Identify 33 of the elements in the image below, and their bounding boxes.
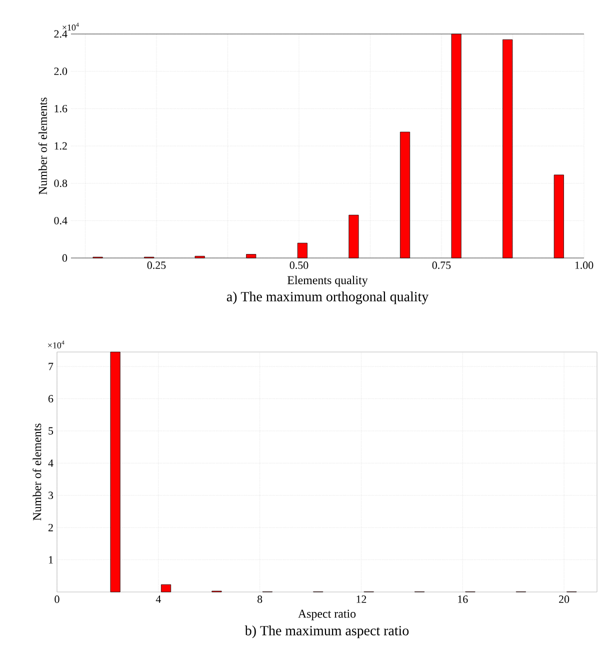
text: ×10$^{4}$ (62, 22, 79, 31)
text: b) The maximum aspect ratio (244, 626, 409, 638)
y-tick-label: 0.4 (54, 216, 68, 224)
y-tick-label: 1.2 (54, 142, 67, 150)
y-tick-label: 2.4 (54, 30, 68, 38)
x-tick-label: 0.25 (147, 262, 166, 269)
y-tick-label: 2 (48, 524, 53, 532)
y-axis-title: Number of elements (32, 424, 42, 520)
y-axis-title: Number of elements (38, 98, 47, 194)
text: ×10$^{4}$ (48, 340, 64, 348)
y-tick-label: 0.8 (54, 180, 68, 188)
text: a) The maximum orthogonal quality (226, 292, 429, 304)
x-tick-label: 1.00 (575, 262, 594, 269)
x-tick-label: 0.50 (290, 262, 308, 269)
y-tick-label: 3 (48, 492, 54, 500)
x-tick-label: 4 (156, 596, 161, 603)
bar (161, 584, 172, 592)
x-axis-title: Aspect ratio (298, 610, 356, 620)
x-tick-label: 8 (258, 596, 262, 603)
y-tick-label: 2.0 (54, 68, 68, 76)
x-axis-title: Elements quality (288, 276, 368, 287)
y-tick-label: 4 (48, 460, 54, 467)
y-tick-label: 6 (48, 395, 54, 402)
x-tick-label: 16 (458, 596, 468, 603)
y-tick-label: 5 (48, 427, 54, 435)
x-tick-label: 12 (356, 596, 366, 603)
y-tick-label: 7 (48, 362, 54, 370)
x-tick-label: 20 (559, 596, 570, 603)
x-tick-label: 0.75 (432, 262, 451, 269)
y-tick-label: 0 (62, 254, 68, 262)
y-tick-label: 1.6 (54, 104, 68, 112)
bar (110, 352, 120, 592)
y-tick-label: 1 (48, 556, 53, 564)
